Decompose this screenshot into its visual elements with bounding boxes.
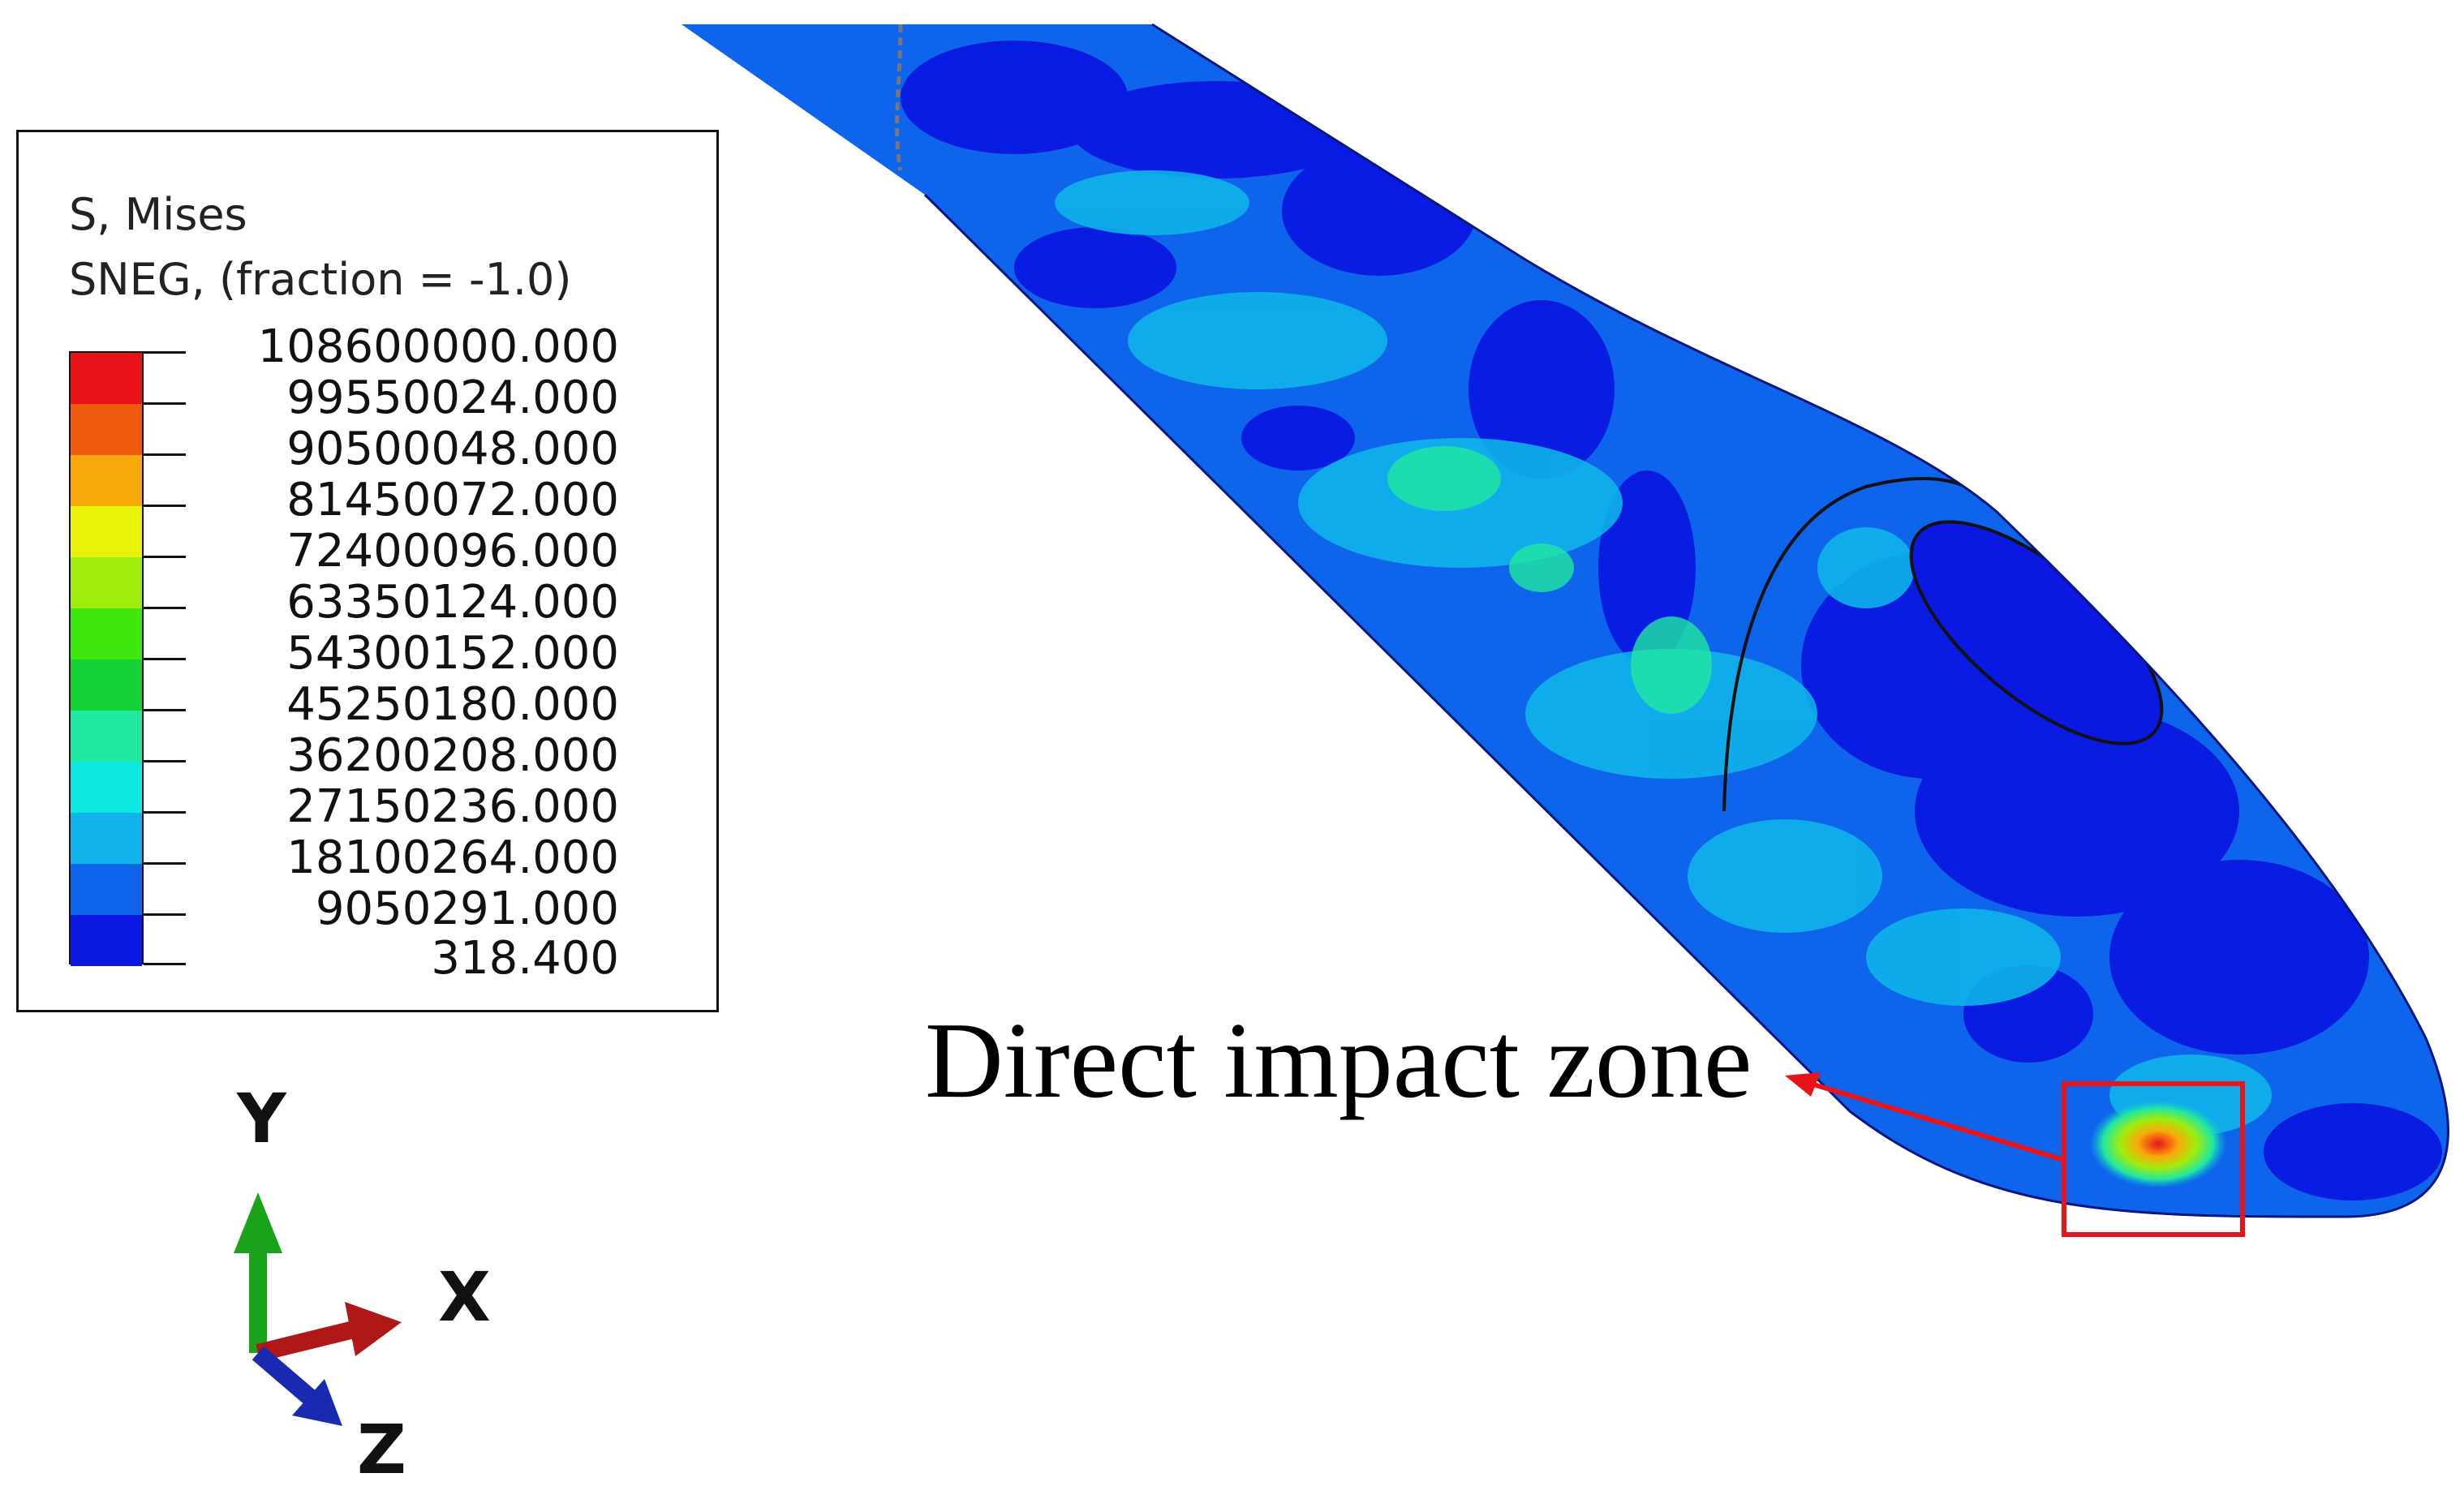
legend-value: 72400096.000 [286, 525, 619, 578]
section-seam [1722, 477, 1997, 812]
contour-legend: S, Mises SNEG, (fraction = -1.0) [16, 130, 719, 1012]
impact-hotspot [2089, 1099, 2227, 1188]
legend-value: 99550024.000 [286, 372, 619, 424]
color-band [71, 864, 142, 915]
color-band [71, 557, 142, 608]
legend-tick [144, 607, 186, 609]
legend-value: 54300152.000 [286, 627, 619, 680]
color-band [71, 813, 142, 864]
legend-tick [144, 811, 186, 814]
legend-tick [144, 505, 186, 507]
legend-tick [144, 453, 186, 456]
color-band [71, 455, 142, 506]
legend-value: 18100264.000 [286, 831, 619, 884]
legend-value: 318.400 [431, 932, 619, 985]
colorbar [69, 351, 144, 966]
legend-tick [144, 913, 186, 916]
legend-tick [144, 556, 186, 558]
legend-tick [144, 760, 186, 762]
legend-value: 81450072.000 [286, 474, 619, 526]
color-band [71, 608, 142, 659]
legend-value: 45250180.000 [286, 678, 619, 731]
color-band [71, 915, 142, 966]
legend-tick [144, 862, 186, 865]
legend-tick [144, 402, 186, 405]
color-band [71, 659, 142, 711]
annotation-arrow [1810, 1081, 2065, 1162]
legend-tick [144, 709, 186, 711]
impact-zone-label: Direct impact zone [925, 1000, 1752, 1120]
rear-seam [895, 24, 903, 171]
legend-value: 63350124.000 [286, 576, 619, 629]
legend-tick [144, 963, 186, 965]
legend-title-variable: S, Mises [69, 189, 247, 240]
legend-value: 36200208.000 [286, 729, 619, 782]
body-outline [923, 23, 2449, 1218]
color-band [71, 506, 142, 557]
color-band [71, 404, 142, 455]
legend-title-section: SNEG, (fraction = -1.0) [69, 254, 572, 305]
color-band [71, 711, 142, 762]
legend-tick [144, 658, 186, 660]
legend-tick [144, 351, 186, 354]
x-axis-label: X [438, 1257, 491, 1337]
legend-value: 90500048.000 [286, 423, 619, 475]
color-band [71, 762, 142, 813]
legend-value: 27150236.000 [286, 780, 619, 833]
y-axis-label: Y [237, 1079, 286, 1158]
legend-value: 108600000.000 [257, 320, 619, 373]
annotation-arrowhead [1785, 1072, 1821, 1097]
z-axis-label: Z [357, 1410, 406, 1489]
legend-value: 9050291.000 [315, 883, 619, 935]
color-band [71, 353, 142, 404]
